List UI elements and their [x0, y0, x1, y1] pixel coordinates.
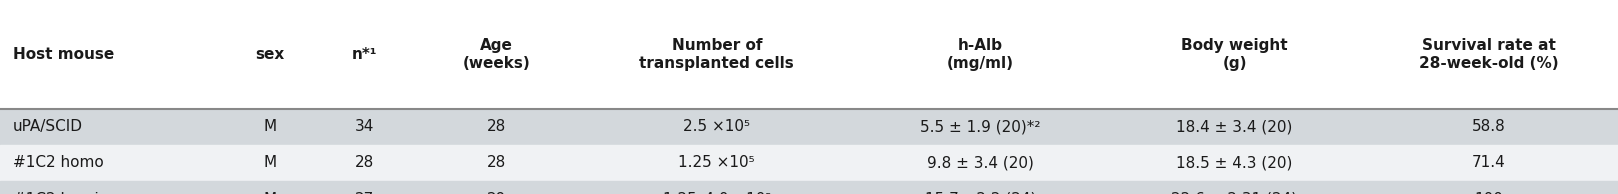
Text: 18.5 ± 4.3 (20): 18.5 ± 4.3 (20) [1176, 155, 1293, 171]
Text: 58.8: 58.8 [1472, 119, 1505, 134]
Text: 18.4 ± 3.4 (20): 18.4 ± 3.4 (20) [1176, 119, 1293, 134]
Text: 1.25–4.0 ×10⁵: 1.25–4.0 ×10⁵ [663, 192, 770, 194]
Text: 29: 29 [487, 192, 506, 194]
Text: n*¹: n*¹ [351, 47, 377, 62]
Text: 71.4: 71.4 [1472, 155, 1505, 171]
Text: h-Alb
(mg/ml): h-Alb (mg/ml) [947, 38, 1014, 71]
Text: 9.8 ± 3.4 (20): 9.8 ± 3.4 (20) [927, 155, 1034, 171]
Text: uPA/SCID: uPA/SCID [13, 119, 83, 134]
Text: #1C2 homo: #1C2 homo [13, 155, 104, 171]
Text: 34: 34 [354, 119, 374, 134]
Text: sex: sex [256, 47, 285, 62]
Text: 28: 28 [487, 155, 506, 171]
Text: Survival rate at
28-week-old (%): Survival rate at 28-week-old (%) [1419, 38, 1558, 71]
Text: 2.5 ×10⁵: 2.5 ×10⁵ [683, 119, 751, 134]
Text: M: M [264, 119, 277, 134]
Bar [0, 145, 1618, 181]
Bar [0, 23, 1618, 109]
Text: M: M [264, 192, 277, 194]
Text: 1.25 ×10⁵: 1.25 ×10⁵ [678, 155, 756, 171]
Text: 15.7± 2.2 (24): 15.7± 2.2 (24) [925, 192, 1036, 194]
Text: Body weight
(g): Body weight (g) [1181, 38, 1288, 71]
Text: #1C2 hemi: #1C2 hemi [13, 192, 99, 194]
Text: Age
(weeks): Age (weeks) [463, 38, 531, 71]
Text: 28: 28 [354, 155, 374, 171]
Bar [0, 109, 1618, 145]
Bar [0, 181, 1618, 194]
Text: Host mouse: Host mouse [13, 47, 115, 62]
Text: 100: 100 [1474, 192, 1503, 194]
Text: Number of
transplanted cells: Number of transplanted cells [639, 38, 794, 71]
Text: 28: 28 [487, 119, 506, 134]
Text: 5.5 ± 1.9 (20)*²: 5.5 ± 1.9 (20)*² [921, 119, 1040, 134]
Text: 22.6 ± 2.31 (24): 22.6 ± 2.31 (24) [1171, 192, 1298, 194]
Text: M: M [264, 155, 277, 171]
Text: 27: 27 [354, 192, 374, 194]
